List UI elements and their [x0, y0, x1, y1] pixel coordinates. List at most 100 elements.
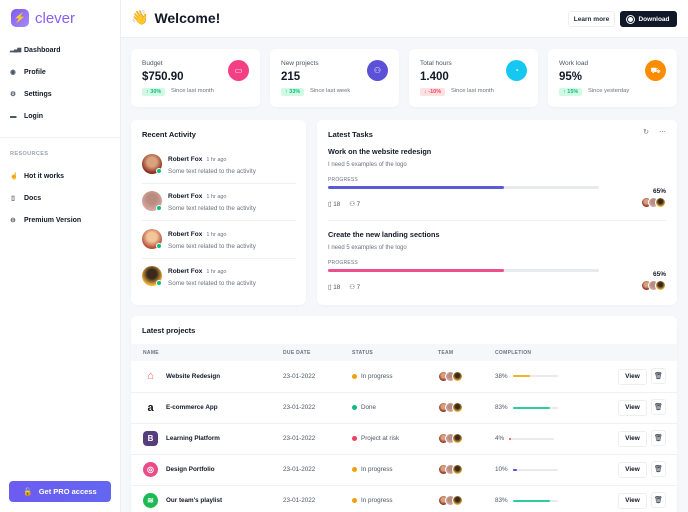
completion-bar	[512, 406, 558, 409]
task-title: Create the new landing sections	[328, 230, 440, 239]
credit-card-icon: ▭	[228, 60, 249, 81]
status-badge: In progress	[361, 466, 393, 473]
activity-item[interactable]: Robert Fox 1 hr ago Some text related to …	[142, 229, 296, 265]
sidebar-item-docs[interactable]: ▯ Docs	[10, 187, 115, 209]
latest-projects-card: Latest projects NAME DUE DATE STATUS TEA…	[131, 316, 677, 512]
download-label: Download	[638, 15, 670, 23]
online-indicator	[156, 243, 162, 249]
bootstrap-logo-icon: B	[143, 431, 158, 446]
online-indicator	[156, 168, 162, 174]
status-badge: In progress	[361, 372, 393, 380]
completion-fill	[512, 406, 550, 409]
activity-item[interactable]: Robert Fox 1 hr ago Some text related to …	[142, 191, 296, 227]
stat-value: $750.90	[142, 71, 184, 83]
completion-percent: 4%	[495, 435, 505, 442]
status-dot	[352, 467, 357, 472]
activity-item[interactable]: Robert Fox 1 hr ago Some text related to …	[142, 154, 296, 190]
view-button[interactable]: View	[618, 368, 647, 385]
team-avatars	[641, 197, 666, 208]
team-avatars	[438, 433, 495, 444]
view-button[interactable]: View	[618, 461, 647, 478]
users-icon: ⚇	[367, 60, 388, 81]
table-row: B Learning Platform 23-01-2022 Project at…	[131, 423, 677, 454]
sidebar-item-premium[interactable]: ⊖ Premium Version	[10, 209, 115, 231]
progress-percent: 65%	[652, 271, 666, 278]
sidebar-item-label: Hot it works	[24, 172, 65, 180]
view-button[interactable]: View	[618, 399, 647, 416]
completion-bar	[512, 375, 558, 378]
divider	[0, 137, 120, 138]
spotify-logo-icon: ≋	[143, 493, 158, 508]
stat-title: New projects	[281, 60, 319, 67]
activity-text: Some text related to the activity	[168, 243, 256, 250]
completion-fill	[512, 468, 518, 471]
completion-bar	[512, 499, 558, 502]
sidebar-item-login[interactable]: ▬ Login	[10, 105, 115, 127]
lock-icon: ▬	[10, 112, 17, 120]
due-date: 23-01-2022	[283, 497, 316, 504]
completion-percent: 83%	[495, 404, 508, 411]
trash-icon[interactable]: 🗑	[651, 399, 666, 416]
github-icon	[627, 15, 635, 23]
sidebar-item-profile[interactable]: ◉ Profile	[10, 61, 115, 83]
view-button[interactable]: View	[618, 430, 647, 447]
online-indicator	[156, 205, 162, 211]
stat-title: Total hours	[420, 60, 452, 67]
status-dot	[352, 405, 357, 410]
stat-card-total-hours: Total hours 1.400 ↓ -10% Since last mont…	[409, 49, 538, 107]
files-count: 18	[333, 283, 341, 291]
amazon-logo-icon: a	[143, 400, 158, 415]
column-name: NAME	[143, 349, 159, 356]
trash-icon[interactable]: 🗑	[651, 461, 666, 478]
sidebar-item-settings[interactable]: ⚙ Settings	[10, 83, 115, 105]
get-pro-label: Get PRO access	[38, 487, 97, 496]
trash-icon[interactable]: 🗑	[651, 492, 666, 509]
get-pro-button[interactable]: 🔓 Get PRO access	[9, 481, 111, 502]
projects-table: NAME DUE DATE STATUS TEAM COMPLETION ⌂ We…	[131, 344, 677, 512]
file-icon: ▯	[328, 200, 332, 208]
stat-change-badge: ↑ 15%	[559, 88, 583, 96]
sidebar-item-label: Premium Version	[24, 216, 82, 224]
team-avatars	[438, 495, 495, 506]
table-row: ⌂ Website Redesign 23-01-2022 In progress…	[131, 361, 677, 392]
refresh-icon[interactable]: ↻	[643, 129, 649, 136]
avatar	[452, 433, 463, 444]
download-button[interactable]: Download	[620, 11, 677, 27]
unlock-icon: 🔓	[23, 487, 33, 496]
table-row: ◎ Design Portfolio 23-01-2022 In progress…	[131, 454, 677, 485]
task-item[interactable]: Create the new landing sections I need 5…	[328, 230, 666, 295]
team-avatars	[438, 464, 495, 475]
due-date: 23-01-2022	[283, 404, 316, 411]
team-avatars	[641, 280, 666, 291]
trash-icon[interactable]: 🗑	[651, 430, 666, 447]
stat-since: Since last month	[451, 88, 494, 94]
task-item[interactable]: Work on the website redesign I need 5 ex…	[328, 147, 666, 212]
progress-bar	[328, 186, 599, 189]
table-row: a E-commerce App 23-01-2022 Done 83% View…	[131, 392, 677, 423]
stat-card-work-load: Work load 95% ↑ 15% Since yesterday ⛟	[548, 49, 677, 107]
trash-icon[interactable]: 🗑	[651, 368, 666, 384]
stat-since: Since last week	[310, 88, 351, 94]
brand-logo[interactable]: ⚡ clever	[11, 9, 75, 27]
sidebar-item-label: Settings	[24, 90, 52, 98]
file-icon: ▯	[328, 283, 332, 291]
column-team: TEAM	[438, 349, 454, 356]
activity-user: Robert Fox	[168, 268, 203, 275]
learn-more-button[interactable]: Learn more	[568, 11, 615, 27]
column-actions	[605, 344, 677, 361]
avatar	[655, 197, 666, 208]
progress-percent: 65%	[652, 188, 666, 195]
activity-text: Some text related to the activity	[168, 280, 256, 287]
view-button[interactable]: View	[618, 492, 647, 509]
members-count: 7	[356, 283, 361, 291]
sidebar-item-dashboard[interactable]: ▂▄▆ Dashboard	[10, 39, 115, 61]
user-circle-icon: ◉	[10, 69, 16, 76]
divider	[142, 258, 296, 259]
more-options-icon[interactable]: ⋯	[659, 129, 666, 136]
completion-bar	[512, 468, 558, 471]
sidebar-item-how-it-works[interactable]: ☝ Hot it works	[10, 165, 115, 187]
activity-time: 1 hr ago	[206, 232, 227, 238]
activity-item[interactable]: Robert Fox 1 hr ago Some text related to …	[142, 266, 296, 302]
team-avatars	[438, 370, 495, 382]
completion-fill	[512, 499, 550, 502]
